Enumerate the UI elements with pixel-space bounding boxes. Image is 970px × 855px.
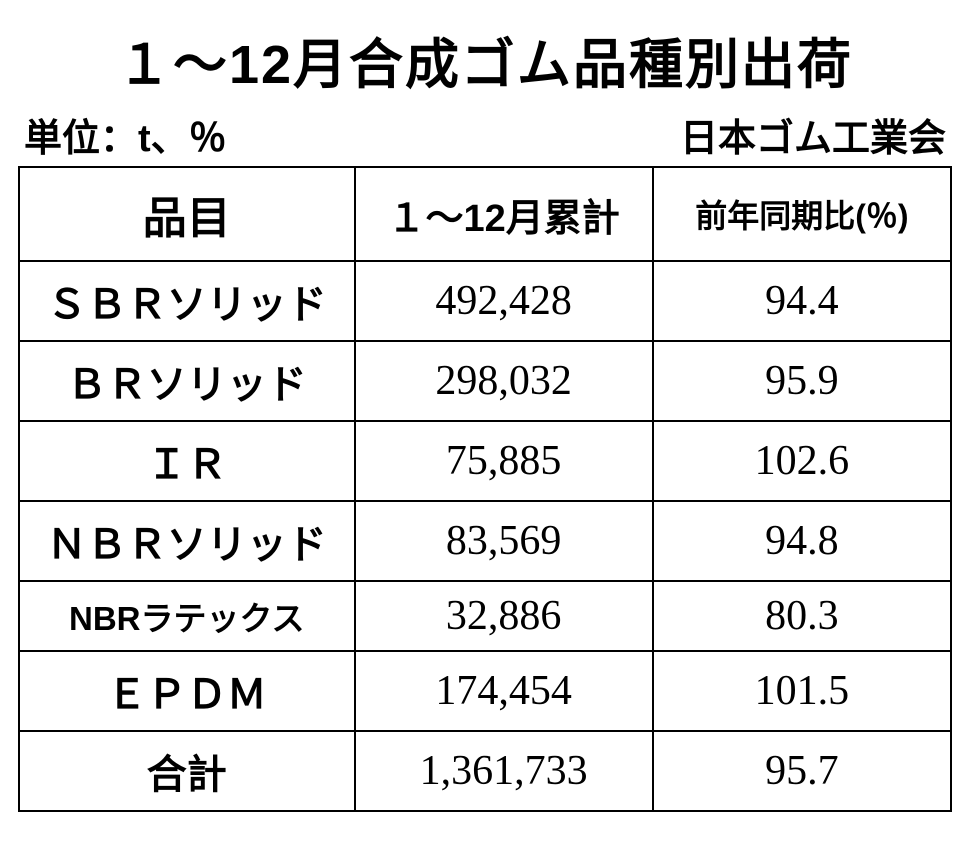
cell-total: 298,032 <box>355 341 653 421</box>
cell-total: 83,569 <box>355 501 653 581</box>
col-header-yoy: 前年同期比(％) <box>653 167 951 261</box>
cell-total: 1,361,733 <box>355 731 653 811</box>
cell-total: 75,885 <box>355 421 653 501</box>
cell-yoy: 102.6 <box>653 421 951 501</box>
source-label: 日本ゴム工業会 <box>680 107 946 162</box>
cell-item: NBRラテックス <box>19 581 355 651</box>
cell-yoy: 101.5 <box>653 651 951 731</box>
cell-yoy: 94.8 <box>653 501 951 581</box>
cell-yoy: 95.9 <box>653 341 951 421</box>
cell-total: 492,428 <box>355 261 653 341</box>
col-header-total: １～12月累計 <box>355 167 653 261</box>
data-table: 品目 １～12月累計 前年同期比(％) ＳＢＲソリッド492,42894.4ＢＲ… <box>18 166 952 812</box>
cell-total: 32,886 <box>355 581 653 651</box>
table-row: ＩＲ75,885102.6 <box>19 421 951 501</box>
subtitle-row: 単位：t、％ 日本ゴム工業会 <box>18 107 952 162</box>
cell-yoy: 94.4 <box>653 261 951 341</box>
table-row: ＥＰＤＭ174,454101.5 <box>19 651 951 731</box>
cell-yoy: 95.7 <box>653 731 951 811</box>
cell-item: ＮＢＲソリッド <box>19 501 355 581</box>
cell-item: ＥＰＤＭ <box>19 651 355 731</box>
table-row: ＢＲソリッド298,03295.9 <box>19 341 951 421</box>
table-header-row: 品目 １～12月累計 前年同期比(％) <box>19 167 951 261</box>
cell-item: 合計 <box>19 731 355 811</box>
table-row: ＮＢＲソリッド83,56994.8 <box>19 501 951 581</box>
cell-total: 174,454 <box>355 651 653 731</box>
table-row: NBRラテックス32,88680.3 <box>19 581 951 651</box>
cell-item: ＢＲソリッド <box>19 341 355 421</box>
cell-item: ＩＲ <box>19 421 355 501</box>
cell-yoy: 80.3 <box>653 581 951 651</box>
col-header-item: 品目 <box>19 167 355 261</box>
cell-item: ＳＢＲソリッド <box>19 261 355 341</box>
table-row: 合計1,361,73395.7 <box>19 731 951 811</box>
units-label: 単位：t、％ <box>24 107 227 162</box>
page-title: １～12月合成ゴム品種別出荷 <box>18 20 952 99</box>
table-row: ＳＢＲソリッド492,42894.4 <box>19 261 951 341</box>
